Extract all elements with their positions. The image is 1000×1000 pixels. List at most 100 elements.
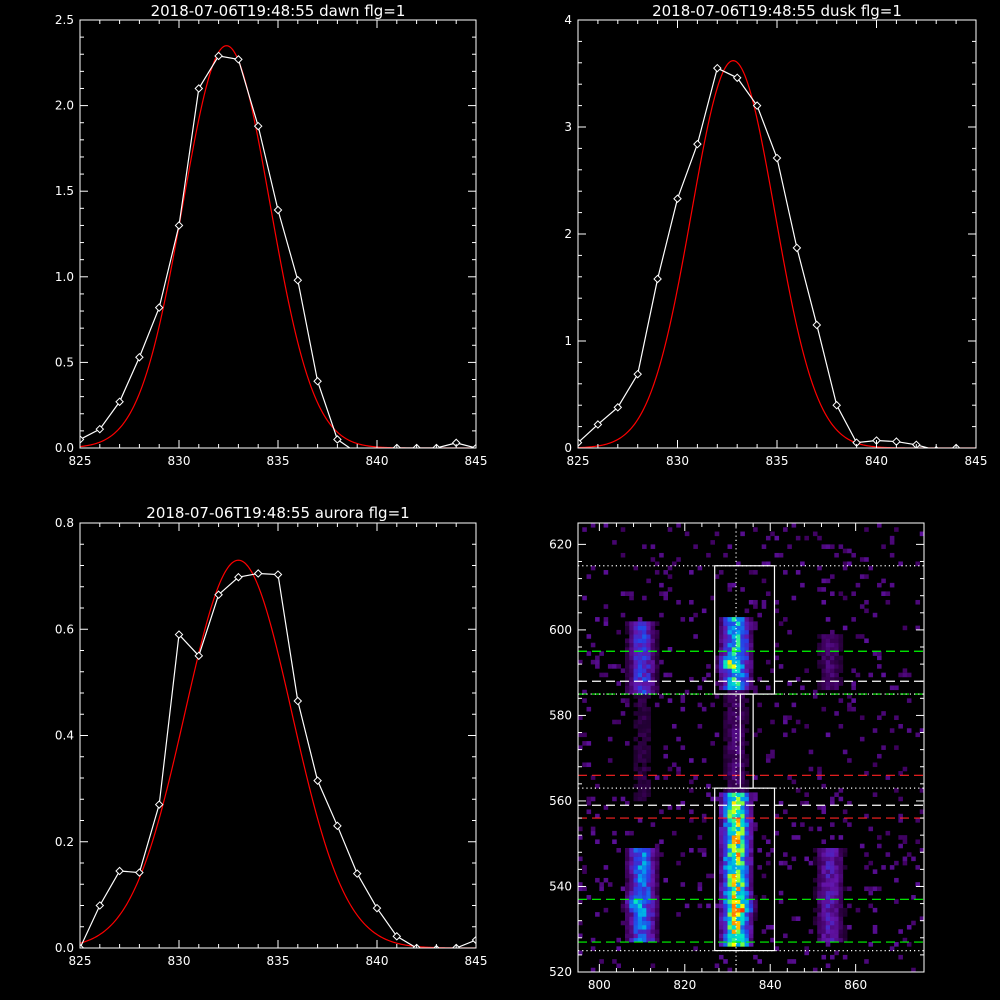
image-pixel (736, 916, 741, 921)
image-pixel (748, 933, 754, 939)
data-point (253, 569, 263, 578)
image-pixel (740, 749, 745, 755)
image-pixel (689, 788, 694, 793)
image-pixel (838, 869, 844, 874)
image-pixel (727, 676, 733, 682)
image-pixel (676, 736, 681, 742)
plot-area (80, 559, 476, 948)
image-pixel (804, 792, 809, 797)
image-pixel (765, 685, 771, 691)
data-line (578, 67, 957, 448)
image-pixel (659, 809, 664, 815)
image-pixel (599, 882, 604, 887)
image-pixel (646, 621, 651, 626)
data-point (313, 776, 322, 785)
image-pixel (714, 796, 720, 802)
image-pixel (663, 877, 668, 883)
image-pixel (825, 852, 831, 857)
image-pixel (847, 903, 852, 909)
image-pixel (821, 895, 827, 900)
image-pixel (650, 847, 656, 853)
image-pixel (727, 830, 733, 836)
image-pixel (637, 916, 643, 921)
image-pixel (727, 706, 733, 712)
image-pixel (659, 552, 664, 558)
data-point (812, 320, 822, 330)
image-pixel (727, 800, 733, 806)
image-pixel (736, 886, 741, 892)
image-pixel (834, 937, 839, 943)
image-pixel (736, 843, 741, 849)
image-pixel (731, 771, 737, 776)
image-pixel (671, 830, 677, 836)
image-pixel (718, 954, 724, 960)
image-pixel (748, 664, 754, 669)
image-pixel (906, 672, 912, 678)
image-pixel (667, 805, 673, 810)
image-pixel (667, 527, 673, 532)
image-pixel (736, 830, 741, 836)
image-pixel (723, 655, 728, 661)
image-pixel (624, 924, 630, 930)
image-pixel (663, 753, 668, 759)
image-pixel (612, 839, 617, 845)
image-pixel (915, 818, 921, 823)
image-pixel (663, 595, 668, 601)
image-pixel (723, 912, 728, 917)
image-pixel (821, 924, 827, 930)
image-pixel (748, 869, 754, 874)
image-pixel (723, 882, 728, 887)
image-pixel (616, 937, 622, 943)
image-pixel (731, 907, 737, 913)
image-pixel (817, 860, 822, 866)
image-pixel (825, 933, 831, 939)
image-pixel (654, 634, 660, 639)
image-pixel (740, 647, 745, 652)
image-pixel (906, 942, 912, 947)
image-pixel (650, 869, 656, 874)
image-pixel (710, 702, 715, 708)
image-pixel (748, 659, 754, 665)
image-pixel (847, 702, 852, 708)
image-pixel (689, 570, 694, 575)
image-pixel (723, 899, 728, 904)
image-pixel (919, 788, 924, 793)
image-pixel (872, 869, 878, 874)
data-point (80, 943, 85, 948)
image-pixel (650, 929, 656, 934)
image-pixel (911, 920, 916, 926)
image-pixel (629, 899, 634, 904)
image-pixel (616, 847, 622, 853)
image-pixel (697, 835, 703, 840)
image-pixel (582, 762, 587, 768)
image-pixel (624, 852, 630, 857)
image-pixel (654, 873, 660, 879)
image-pixel (825, 672, 831, 678)
image-pixel (864, 886, 869, 892)
image-pixel (642, 766, 647, 772)
image-pixel (637, 788, 643, 793)
image-pixel (830, 907, 835, 913)
image-pixel (744, 796, 750, 802)
image-pixel (748, 937, 754, 943)
image-pixel (671, 762, 677, 768)
image-pixel (830, 574, 835, 579)
image-pixel (642, 792, 647, 797)
image-pixel (646, 578, 651, 584)
image-pixel (911, 967, 916, 972)
image-pixel (834, 672, 839, 678)
image-pixel (646, 655, 651, 661)
image-pixel (629, 676, 634, 682)
image-pixel (654, 877, 660, 883)
image-pixel (906, 852, 912, 857)
image-pixel (727, 689, 733, 695)
image-pixel (654, 903, 660, 909)
image-pixel (838, 544, 844, 549)
image-pixel (646, 766, 651, 772)
image-pixel (783, 617, 788, 622)
image-pixel (624, 676, 630, 682)
image-pixel (753, 604, 758, 609)
image-pixel (637, 775, 643, 780)
image-pixel (624, 659, 630, 665)
